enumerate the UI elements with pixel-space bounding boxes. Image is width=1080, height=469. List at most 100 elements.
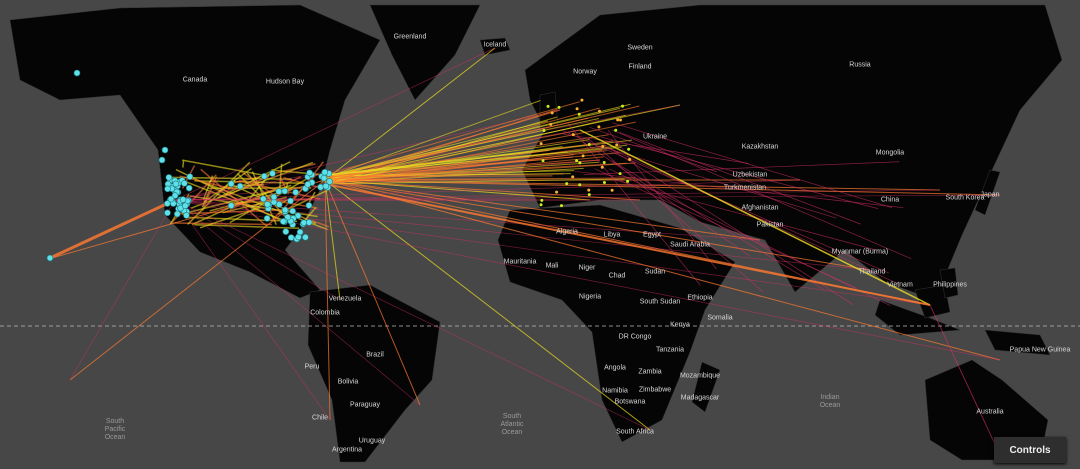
node-marker [289, 207, 296, 215]
route-line [49, 198, 176, 260]
label-mongolia: Mongolia [875, 149, 905, 157]
route-line [174, 199, 331, 421]
label-egypt: Egypt [643, 231, 661, 239]
route-line [320, 149, 550, 176]
route-line [594, 168, 857, 289]
landmass-borneo [914, 284, 951, 319]
node-marker [326, 178, 333, 185]
label-colombia: Colombia [310, 309, 340, 317]
node-marker [287, 234, 295, 241]
label-peru: Peru [304, 363, 320, 371]
label-ethiopia: Ethiopia [687, 294, 713, 302]
landmass-south-america [307, 284, 441, 463]
landmass-greenland [369, 4, 481, 101]
node-marker [281, 206, 289, 214]
route-line [194, 224, 300, 229]
route-line [174, 199, 341, 301]
node-marker [292, 188, 299, 196]
node-marker [565, 182, 569, 186]
route-line [929, 304, 1001, 456]
node-marker [302, 233, 309, 241]
label-libya: Libya [603, 231, 621, 239]
node-marker [597, 109, 601, 113]
label-sweden: Sweden [627, 44, 653, 52]
label-thailand: Thailand [858, 268, 886, 276]
label-sudan: Sudan [644, 268, 666, 276]
label-south-korea: South Korea [945, 194, 985, 202]
label-somalia: Somalia [707, 314, 733, 322]
node-marker [165, 174, 173, 181]
route-line [324, 179, 871, 271]
node-marker [618, 172, 622, 176]
route-line [181, 189, 276, 215]
route-line [611, 129, 912, 260]
route-line [327, 162, 636, 183]
label-mali: Mali [545, 262, 559, 270]
route-line [174, 199, 651, 431]
route-line [327, 167, 584, 184]
route-line [174, 47, 496, 201]
node-marker [183, 212, 190, 219]
node-marker [305, 219, 313, 226]
label-dr-congo: DR Congo [618, 333, 652, 341]
route-line [328, 154, 574, 184]
controls-button[interactable]: Controls [994, 437, 1066, 463]
label-paraguay: Paraguay [350, 401, 380, 409]
label-myanmar: Myanmar (Burma) [831, 248, 889, 256]
label-zambia: Zambia [638, 368, 662, 376]
label-afghanistan: Afghanistan [741, 204, 779, 212]
route-line [606, 177, 878, 251]
node-marker [542, 128, 546, 132]
node-marker [172, 180, 180, 188]
node-marker [264, 201, 271, 208]
node-marker [614, 128, 618, 132]
route-line [567, 122, 701, 286]
node-marker [550, 111, 554, 115]
label-iceland: Iceland [483, 41, 507, 49]
landmass-eurasia [521, 4, 1063, 301]
label-venezuela: Venezuela [328, 295, 362, 303]
label-mauritania: Mauritania [503, 258, 537, 266]
route-line [217, 161, 291, 199]
node-marker [597, 125, 601, 129]
label-philippines: Philippines [933, 281, 967, 289]
route-line [174, 194, 1001, 201]
node-marker [263, 215, 271, 222]
node-marker [320, 174, 328, 182]
route-line [202, 175, 214, 200]
route-line [324, 179, 421, 406]
node-marker [181, 180, 188, 187]
label-nigeria: Nigeria [578, 293, 602, 301]
route-line [579, 129, 931, 306]
node-marker [161, 146, 169, 154]
node-marker [549, 122, 553, 126]
landmass-philippines [939, 267, 959, 299]
node-marker [296, 228, 304, 236]
node-marker [46, 254, 54, 262]
node-marker [587, 193, 591, 197]
route-line [329, 184, 931, 306]
route-line [609, 168, 891, 306]
route-line [589, 126, 717, 173]
label-bolivia: Bolivia [337, 378, 359, 386]
node-marker [227, 180, 235, 188]
route-line [173, 222, 272, 226]
node-marker [181, 202, 189, 210]
node-marker [581, 154, 585, 158]
label-kazakhstan: Kazakhstan [741, 143, 779, 151]
label-south-atlantic: South Atlantic Ocean [500, 413, 524, 436]
label-indian-ocean: Indian Ocean [819, 394, 841, 409]
route-line [327, 114, 626, 185]
label-greenland: Greenland [393, 33, 427, 41]
node-marker [619, 118, 623, 122]
route-line [174, 199, 1001, 361]
route-line [584, 161, 900, 175]
route-line [598, 145, 837, 219]
route-line [327, 175, 553, 178]
nodes [46, 69, 632, 262]
landmass-new-guinea [984, 329, 1051, 356]
route-line [562, 133, 749, 164]
route-line [612, 122, 893, 209]
